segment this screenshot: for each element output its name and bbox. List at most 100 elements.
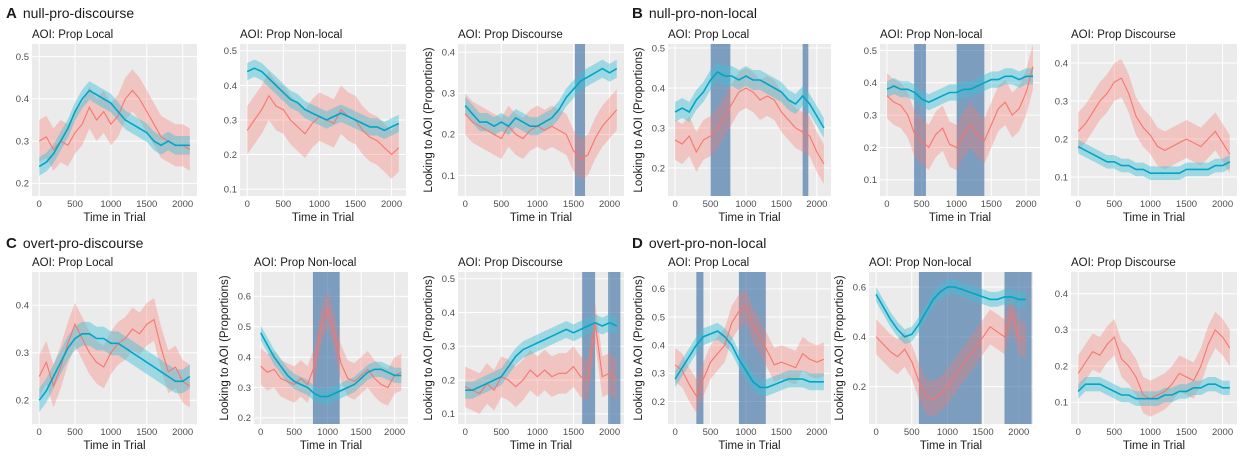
chart-panel: AOI: Prop Non-local 0.2 0.4 0.6 0 500 1000 1500… [834, 257, 1033, 452]
y-tick-label: 0.3 [238, 383, 251, 394]
y-tick-label: 0.3 [16, 348, 29, 359]
x-axis-label: Time in Trial [83, 440, 145, 452]
x-axis-label: Time in Trial [510, 440, 572, 452]
series-line [464, 109, 618, 160]
chart-panel: AOI: Prop Local 0.2 0.3 0.4 0 500 1000 1500 2000… [16, 257, 197, 452]
x-tick-label: 1500 [345, 199, 366, 210]
y-tick-label: 0.1 [1055, 398, 1068, 409]
x-axis-label: Time in Trial [929, 212, 991, 224]
x-axis-label: Time in Trial [83, 212, 145, 224]
x-tick-label: 2000 [172, 199, 193, 210]
panel-title: AOI: Prop Local [668, 257, 749, 269]
series-ribbon [675, 62, 824, 138]
chart-panel: AOI: Prop Non-local 0.1 0.2 0.3 0.4 0.5 0 500 10… [864, 29, 1040, 224]
series-ribbon [675, 288, 824, 413]
x-tick-label: 500 [493, 427, 509, 438]
x-axis-label: Time in Trial [718, 440, 780, 452]
series-line [886, 66, 1034, 149]
y-tick-label: 0.2 [442, 375, 455, 386]
panel-title: AOI: Prop Discourse [458, 29, 563, 41]
y-tick-label: 0.3 [442, 342, 455, 353]
x-tick-label: 500 [275, 199, 291, 210]
plot-background [458, 272, 624, 424]
x-tick-label: 2000 [599, 427, 620, 438]
chart-panel: AOI: Prop Non-local 0.2 0.3 0.4 0.5 0.6 0 500 10… [219, 257, 408, 452]
x-tick-label: 500 [1106, 427, 1122, 438]
chart-panel: AOI: Prop Discourse 0.1 0.2 0.3 0.4 0 500 1000 1… [1055, 29, 1237, 224]
panel-title: AOI: Prop Local [668, 29, 749, 41]
series-line [674, 330, 824, 389]
panel-title: AOI: Prop Non-local [880, 29, 982, 41]
y-tick-label: 0.5 [864, 46, 877, 57]
series-line [886, 75, 1033, 104]
series-line [38, 89, 191, 151]
x-tick-label: 1500 [351, 427, 372, 438]
x-tick-label: 1500 [1176, 427, 1197, 438]
x-axis-label: Time in Trial [292, 212, 354, 224]
x-axis-label: Time in Trial [300, 440, 362, 452]
x-tick-label: 0 [873, 427, 878, 438]
series-line [875, 309, 1027, 400]
x-axis-label: Time in Trial [920, 440, 982, 452]
x-tick-label: 1500 [563, 199, 584, 210]
y-tick-label: 0.4 [442, 48, 455, 59]
x-axis-label: Time in Trial [1123, 440, 1185, 452]
y-tick-label: 0.3 [864, 110, 877, 121]
series-ribbon [1078, 377, 1230, 406]
x-axis-label: Time in Trial [1123, 212, 1185, 224]
series-ribbon [465, 59, 617, 136]
x-tick-label: 2000 [384, 427, 405, 438]
x-tick-label: 0 [672, 427, 677, 438]
series-line [464, 67, 618, 128]
y-tick-label: 0.5 [652, 312, 665, 323]
panel-title: AOI: Prop Discourse [458, 257, 563, 269]
y-axis-label: Looking to AOI (Proportions) [219, 275, 231, 420]
x-tick-label: 1500 [771, 427, 792, 438]
significance-band [914, 44, 926, 196]
y-tick-label: 0.2 [238, 413, 251, 424]
y-tick-label: 0.3 [16, 136, 29, 147]
series-line [875, 286, 1026, 338]
y-tick-label: 0.2 [16, 179, 29, 190]
x-tick-label: 2000 [806, 427, 827, 438]
significance-band [574, 44, 586, 196]
series-line [1077, 77, 1231, 155]
x-tick-label: 1500 [563, 427, 584, 438]
y-tick-label: 0.4 [1055, 58, 1068, 69]
significance-band [802, 44, 809, 196]
y-tick-label: 0.2 [652, 397, 665, 408]
x-tick-label: 500 [1106, 199, 1122, 210]
x-tick-label: 1500 [136, 427, 157, 438]
y-tick-label: 0.3 [1055, 325, 1068, 336]
y-axis-label: Looking to AOI (Proportions) [423, 275, 435, 420]
x-tick-label: 1500 [973, 427, 994, 438]
series-ribbon [887, 44, 1033, 171]
plot-background [458, 44, 624, 196]
chart-panel: AOI: Prop Local 0.2 0.3 0.4 0.5 0 500 1000 1500 2… [16, 29, 197, 224]
chart-panel: AOI: Prop Local 0.2 0.3 0.4 0.5 0.6 0 500 1000 15… [633, 257, 831, 452]
y-tick-label: 0.4 [853, 332, 866, 343]
y-tick-label: 0.3 [1055, 96, 1068, 107]
x-tick-label: 1000 [100, 427, 121, 438]
y-tick-label: 0.6 [238, 292, 251, 303]
x-tick-label: 2000 [1212, 427, 1233, 438]
x-tick-label: 1500 [136, 199, 157, 210]
y-tick-label: 0.6 [853, 282, 866, 293]
series-line [38, 89, 190, 168]
y-tick-label: 0.2 [1055, 134, 1068, 145]
y-tick-label: 0.4 [864, 78, 877, 89]
y-tick-label: 0.1 [864, 175, 877, 186]
x-tick-label: 1000 [735, 199, 756, 210]
y-tick-label: 0.4 [224, 81, 237, 92]
y-axis-label: Looking to AOI (Proportions) [633, 47, 645, 192]
series-ribbon [247, 59, 399, 139]
y-tick-label: 0.5 [442, 274, 455, 285]
y-tick-label: 0.4 [652, 340, 665, 351]
y-tick-label: 0.2 [652, 163, 665, 174]
significance-band [696, 272, 704, 424]
y-tick-label: 0.3 [442, 89, 455, 100]
panel-title: AOI: Prop Local [32, 29, 113, 41]
plot-background [1071, 44, 1237, 196]
